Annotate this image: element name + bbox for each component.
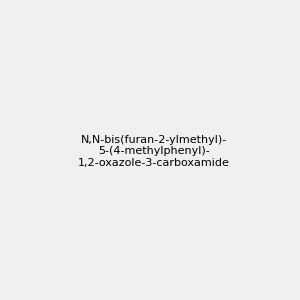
Text: N,N-bis(furan-2-ylmethyl)-
5-(4-methylphenyl)-
1,2-oxazole-3-carboxamide: N,N-bis(furan-2-ylmethyl)- 5-(4-methylph… (78, 135, 230, 168)
